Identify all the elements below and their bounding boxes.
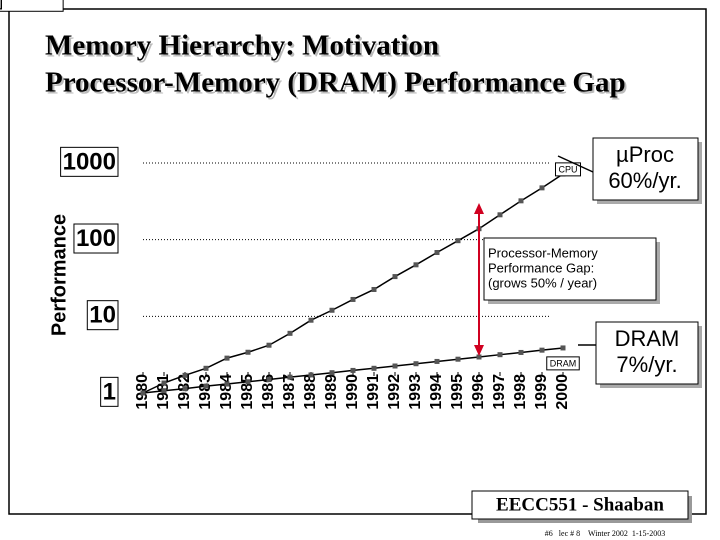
data-point <box>350 367 356 373</box>
x-tick-label: 1995 <box>449 374 466 410</box>
data-point <box>161 388 167 394</box>
footer-note: #6 lec # 8 Winter 2002 1-15-2003 <box>545 529 665 538</box>
y-tick-label: 100 <box>76 225 116 252</box>
x-tick-box <box>0 0 2 10</box>
data-point <box>518 349 524 355</box>
data-point <box>182 372 188 378</box>
data-point <box>245 349 251 355</box>
x-tick-label: 1984 <box>218 374 235 410</box>
data-point <box>434 250 440 256</box>
footer-box <box>471 490 689 520</box>
data-point <box>203 383 209 389</box>
data-point <box>539 347 545 353</box>
data-point <box>455 238 461 244</box>
data-point <box>308 372 314 378</box>
data-point <box>224 355 230 361</box>
data-point <box>560 345 566 351</box>
y-tick-box <box>86 300 119 331</box>
footer-course: EECC551 - Shaaban <box>496 494 664 515</box>
x-tick-label: 1988 <box>302 374 319 410</box>
arrow-head <box>474 345 484 356</box>
data-point <box>308 317 314 323</box>
x-tick-label: 1993 <box>407 374 424 410</box>
series-label: DRAM <box>550 358 577 368</box>
annotation-box <box>595 321 699 385</box>
y-tick-label: 1 <box>103 378 116 405</box>
x-tick-label: 1991 <box>365 374 382 410</box>
data-point <box>518 198 524 204</box>
annotation-box <box>592 137 699 201</box>
y-label-box <box>0 0 64 12</box>
x-tick-label: 1994 <box>428 374 445 410</box>
data-point <box>371 286 377 292</box>
annotation-text: Performance Gap: <box>488 260 594 275</box>
data-point <box>497 212 503 218</box>
data-point <box>245 379 251 385</box>
data-point <box>371 365 377 371</box>
data-point <box>287 374 293 380</box>
title-shadow: Memory Hierarchy: Motivation <box>47 32 441 64</box>
data-point <box>455 356 461 362</box>
x-tick-label: 1987 <box>281 374 298 410</box>
annotation-box <box>483 237 657 301</box>
annotation-text: Processor-Memory <box>488 245 598 260</box>
data-point <box>350 296 356 302</box>
data-point <box>182 386 188 392</box>
data-point <box>413 361 419 367</box>
annotation-text: 7%/yr. <box>616 352 677 377</box>
data-point <box>266 342 272 348</box>
y-tick-box <box>100 376 119 407</box>
series-label-box <box>554 162 582 177</box>
x-tick-label: 1999 <box>533 374 550 410</box>
x-tick-label: 1996 <box>470 374 487 410</box>
y-tick-box <box>73 223 119 254</box>
x-tick-label: 1982 <box>176 374 193 410</box>
arrow-head <box>474 203 484 214</box>
x-tick-label: 1998 <box>512 374 529 410</box>
x-tick-label: 1986 <box>260 374 277 410</box>
y-tick-label: 10 <box>89 302 116 329</box>
data-point <box>497 352 503 358</box>
x-tick-label: 1985 <box>239 374 256 410</box>
annotation-text: 60%/yr. <box>608 168 681 193</box>
annotation-text: µProc <box>616 142 674 167</box>
data-point <box>266 376 272 382</box>
data-point <box>287 330 293 336</box>
y-axis-label: Performance <box>48 214 70 336</box>
data-point <box>329 307 335 313</box>
data-point <box>392 274 398 280</box>
data-point <box>539 185 545 191</box>
series-label: CPU <box>558 164 577 174</box>
annotation-text: DRAM <box>615 326 680 351</box>
data-point <box>140 390 146 396</box>
data-point <box>203 365 209 371</box>
x-tick-label: 2000 <box>554 374 571 410</box>
x-tick-label: 1983 <box>197 374 214 410</box>
data-point <box>392 363 398 369</box>
plot: Performance11010010001980198119821983198… <box>0 0 702 410</box>
series-label-box <box>546 356 580 371</box>
data-point <box>224 381 230 387</box>
subtitle-shadow: Processor-Memory (DRAM) Performance Gap <box>47 69 628 101</box>
subtitle: Processor-Memory (DRAM) Performance Gap <box>45 67 626 99</box>
annotation-text: (grows 50% / year) <box>488 275 597 290</box>
y-tick-box <box>60 146 119 177</box>
annotation-pointer <box>557 155 594 173</box>
data-point <box>161 380 167 386</box>
title: Memory Hierarchy: Motivation <box>45 30 439 62</box>
data-point <box>413 262 419 268</box>
data-point <box>434 358 440 364</box>
x-tick-label: 1997 <box>491 374 508 410</box>
data-point <box>476 354 482 360</box>
x-tick-label: 1990 <box>344 374 361 410</box>
data-point <box>329 370 335 376</box>
y-tick-label: 1000 <box>63 148 116 175</box>
x-tick-label: 1989 <box>323 374 340 410</box>
x-tick-label: 1992 <box>386 374 403 410</box>
